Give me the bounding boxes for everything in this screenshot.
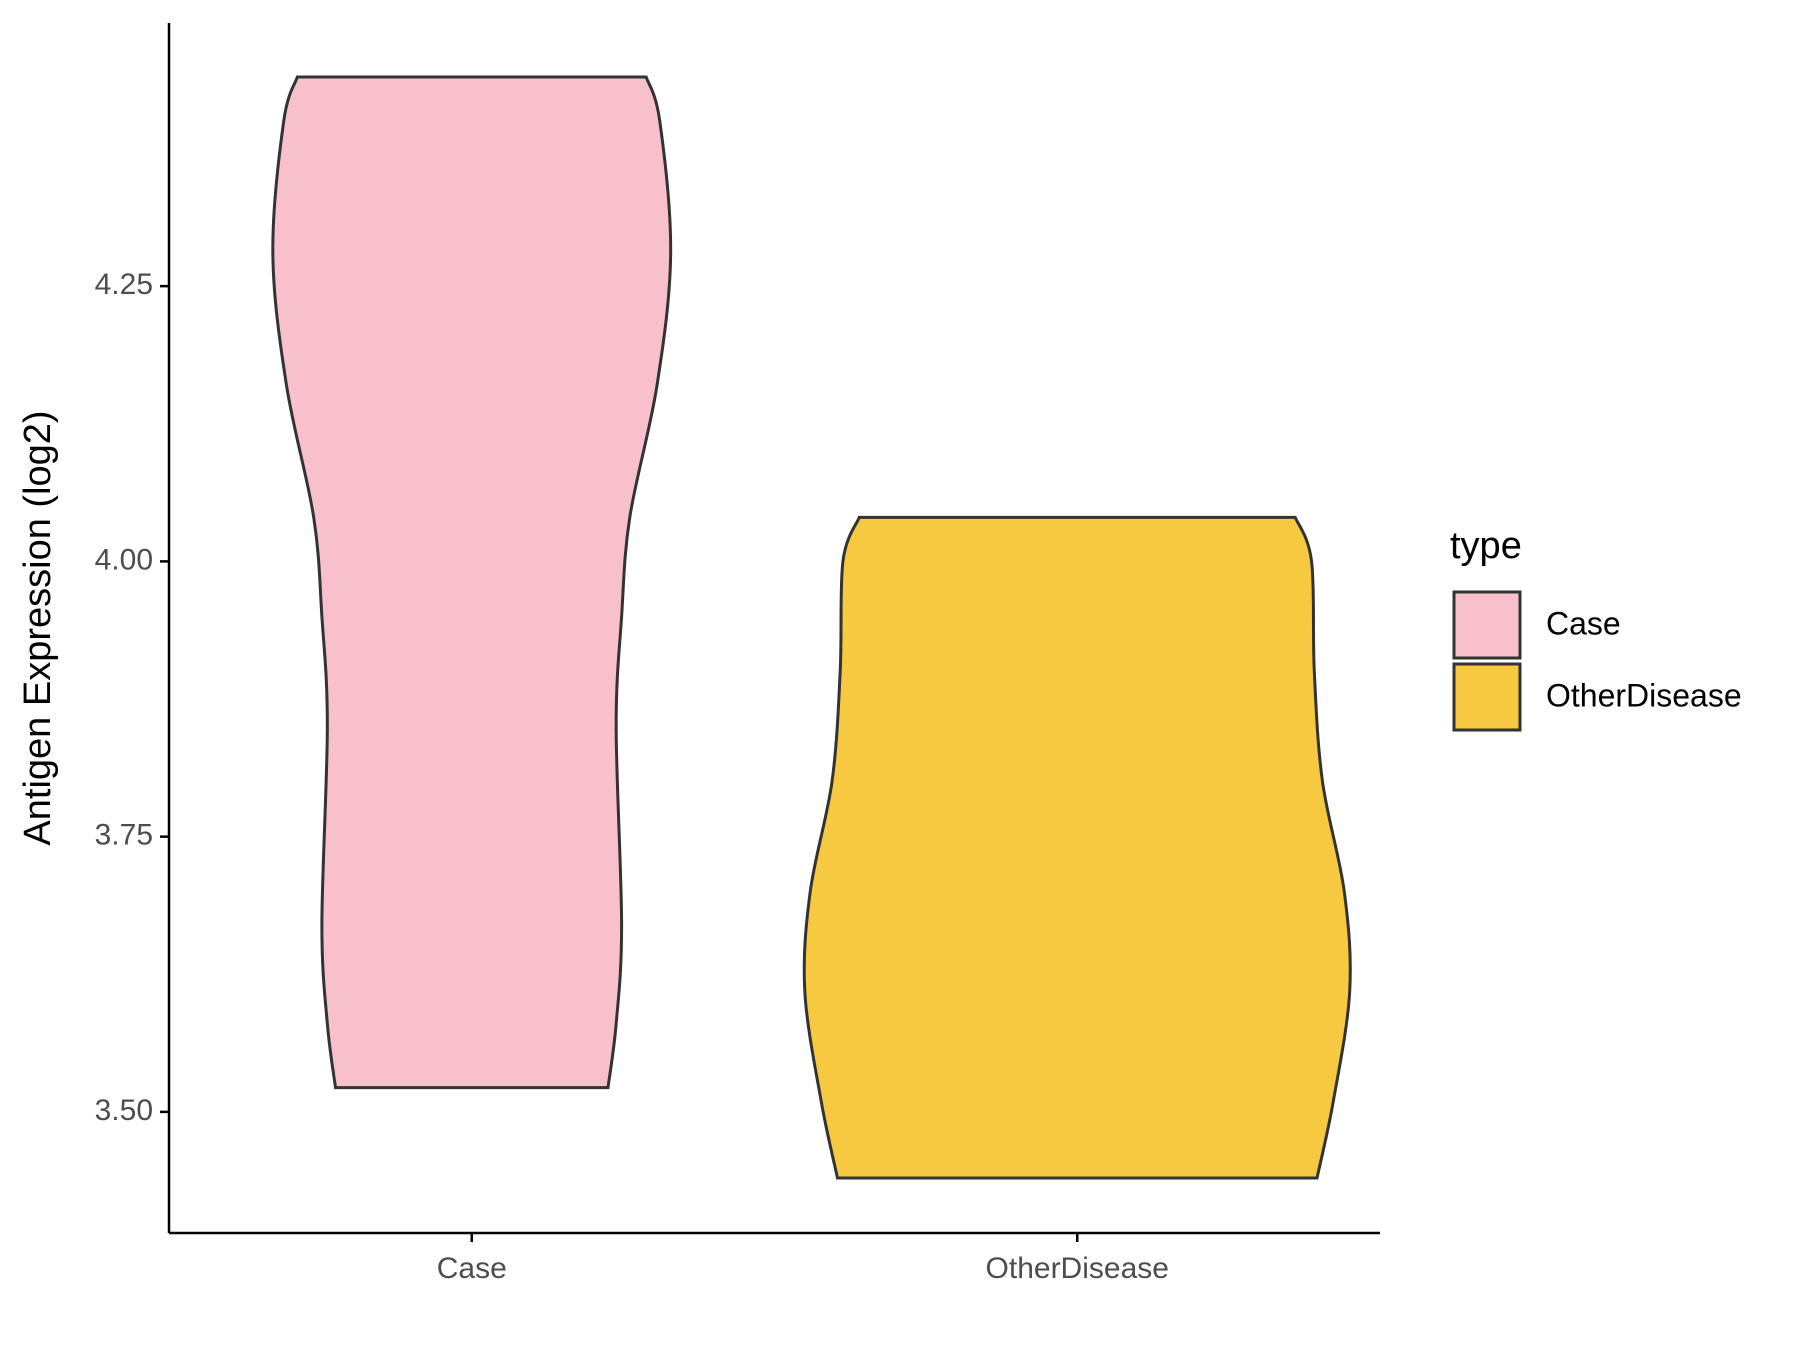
legend-label: Case: [1546, 605, 1621, 641]
legend-title: type: [1450, 525, 1522, 567]
y-tick-label: 4.25: [95, 268, 153, 301]
y-tick-label: 3.75: [95, 819, 153, 852]
legend-label: OtherDisease: [1546, 677, 1742, 713]
legend-key: [1452, 662, 1522, 732]
x-tick-label: OtherDisease: [986, 1252, 1169, 1285]
x-tick-label: Case: [437, 1252, 507, 1285]
y-tick-label: 4.00: [95, 543, 153, 576]
legend-key: [1452, 590, 1522, 660]
y-axis-title: Antigen Expression (log2): [17, 410, 59, 845]
violin: [802, 515, 1352, 1180]
y-tick-label: 3.50: [95, 1094, 153, 1127]
violin: [271, 75, 673, 1090]
